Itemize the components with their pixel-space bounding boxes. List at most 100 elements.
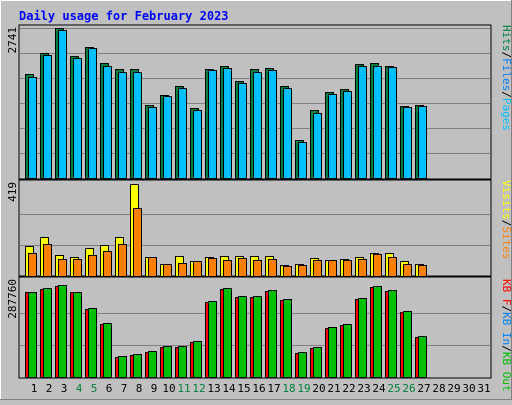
day-label: 28 — [432, 382, 445, 395]
bar-kb-out-day-undefined — [283, 299, 292, 378]
legend-kbf: KB F — [500, 279, 512, 306]
legend-sep-2: / — [500, 91, 512, 98]
bar-pages-day-23 — [358, 66, 367, 179]
day-label: 29 — [447, 382, 460, 395]
day-label: 27 — [417, 382, 430, 395]
bar-pages-day-22 — [343, 91, 352, 179]
legend-sep-3: / — [500, 220, 512, 227]
bar-sites-day-undefined — [118, 244, 127, 277]
bar-kb-out-day-undefined — [373, 286, 382, 378]
bar-sites-day-undefined — [148, 257, 157, 277]
bar-pages-day-7 — [118, 72, 127, 179]
day-label: 8 — [136, 382, 143, 395]
bar-pages-day-20 — [313, 113, 322, 179]
bar-sites-day-undefined — [28, 253, 37, 277]
day-label: 17 — [267, 382, 280, 395]
day-label: 21 — [327, 382, 340, 395]
bar-kb-out-day-undefined — [298, 352, 307, 378]
bar-pages-day-9 — [148, 107, 157, 179]
bar-pages-day-2 — [43, 55, 52, 179]
bar-kb-out-day-undefined — [208, 301, 217, 378]
legend-sep-4: / — [500, 306, 512, 313]
day-label: 2 — [46, 382, 53, 395]
bar-sites-day-undefined — [268, 259, 277, 277]
bar-sites-day-undefined — [388, 257, 397, 277]
bar-sites-day-undefined — [178, 263, 187, 277]
bar-sites-day-undefined — [313, 260, 322, 277]
bar-kb-out-day-undefined — [268, 290, 277, 378]
bar-kb-out-day-undefined — [133, 354, 142, 378]
day-label: 23 — [357, 382, 370, 395]
bar-pages-day-11 — [178, 88, 187, 179]
bar-layer — [25, 28, 427, 378]
bar-kb-out-day-undefined — [103, 323, 112, 378]
kbytes-legend: KB F/KB In/KB Out — [500, 279, 512, 392]
bar-sites-day-undefined — [298, 265, 307, 277]
bar-pages-day-13 — [208, 70, 217, 179]
hits-ymax-label: 2741 — [6, 27, 19, 54]
day-label: 18 — [282, 382, 295, 395]
day-label: 1 — [31, 382, 38, 395]
bar-sites-day-undefined — [223, 260, 232, 277]
bar-kb-out-day-undefined — [328, 327, 337, 378]
bar-pages-day-16 — [253, 72, 262, 179]
bar-pages-day-18 — [283, 88, 292, 179]
bar-kb-out-day-undefined — [148, 351, 157, 378]
bar-sites-day-undefined — [88, 255, 97, 277]
bar-sites-day-undefined — [253, 260, 262, 277]
bar-kb-out-day-undefined — [313, 347, 322, 378]
legend-sep-5: / — [500, 345, 512, 352]
legend-sep-1: / — [500, 52, 512, 59]
bar-pages-day-14 — [223, 68, 232, 179]
bar-kb-out-day-undefined — [418, 336, 427, 378]
bar-pages-day-4 — [73, 58, 82, 179]
bar-kb-out-day-undefined — [178, 346, 187, 378]
bar-sites-day-undefined — [133, 208, 142, 277]
kbytes-ymax-label: 287760 — [6, 279, 19, 319]
legend-sites: Sites — [500, 226, 512, 259]
day-label: 12 — [192, 382, 205, 395]
bar-sites-day-undefined — [73, 259, 82, 277]
bar-sites-day-undefined — [403, 264, 412, 277]
bar-pages-day-15 — [238, 83, 247, 179]
bar-sites-day-undefined — [208, 258, 217, 277]
day-label: 5 — [91, 382, 98, 395]
bar-kb-out-day-undefined — [253, 296, 262, 378]
bar-sites-day-undefined — [328, 260, 337, 277]
bar-kb-out-day-undefined — [118, 356, 127, 378]
day-label: 16 — [252, 382, 265, 395]
day-label: 24 — [372, 382, 386, 395]
bar-sites-day-undefined — [358, 259, 367, 277]
bar-kb-out-day-undefined — [388, 290, 397, 378]
day-label: 13 — [207, 382, 220, 395]
bar-sites-day-undefined — [283, 266, 292, 277]
day-label: 9 — [151, 382, 158, 395]
legend-kbout: KB Out — [500, 352, 512, 392]
day-label: 4 — [76, 382, 83, 395]
bar-sites-day-undefined — [373, 254, 382, 277]
chart-title: Daily usage for February 2023 — [19, 9, 229, 23]
bar-sites-day-undefined — [343, 260, 352, 277]
bar-sites-day-undefined — [103, 251, 112, 277]
bar-pages-day-25 — [388, 67, 397, 179]
bar-kb-out-day-undefined — [43, 288, 52, 378]
day-label: 7 — [121, 382, 128, 395]
bar-pages-day-5 — [88, 48, 97, 179]
visits-legend: Visits/Sites — [500, 180, 512, 260]
legend-hits: Hits — [500, 25, 512, 52]
bar-pages-day-8 — [133, 72, 142, 179]
bar-kb-out-day-undefined — [193, 341, 202, 378]
bar-pages-day-3 — [58, 30, 67, 179]
bar-pages-day-6 — [103, 66, 112, 179]
day-label: 11 — [177, 382, 190, 395]
bar-sites-day-undefined — [58, 259, 67, 277]
bar-pages-day-1 — [28, 77, 37, 179]
visits-ymax-label: 419 — [6, 182, 19, 202]
bar-pages-day-10 — [163, 96, 172, 179]
day-label: 25 — [387, 382, 400, 395]
bar-kb-out-day-undefined — [343, 324, 352, 378]
day-label: 26 — [402, 382, 415, 395]
day-label: 15 — [237, 382, 250, 395]
bar-sites-day-undefined — [193, 261, 202, 277]
